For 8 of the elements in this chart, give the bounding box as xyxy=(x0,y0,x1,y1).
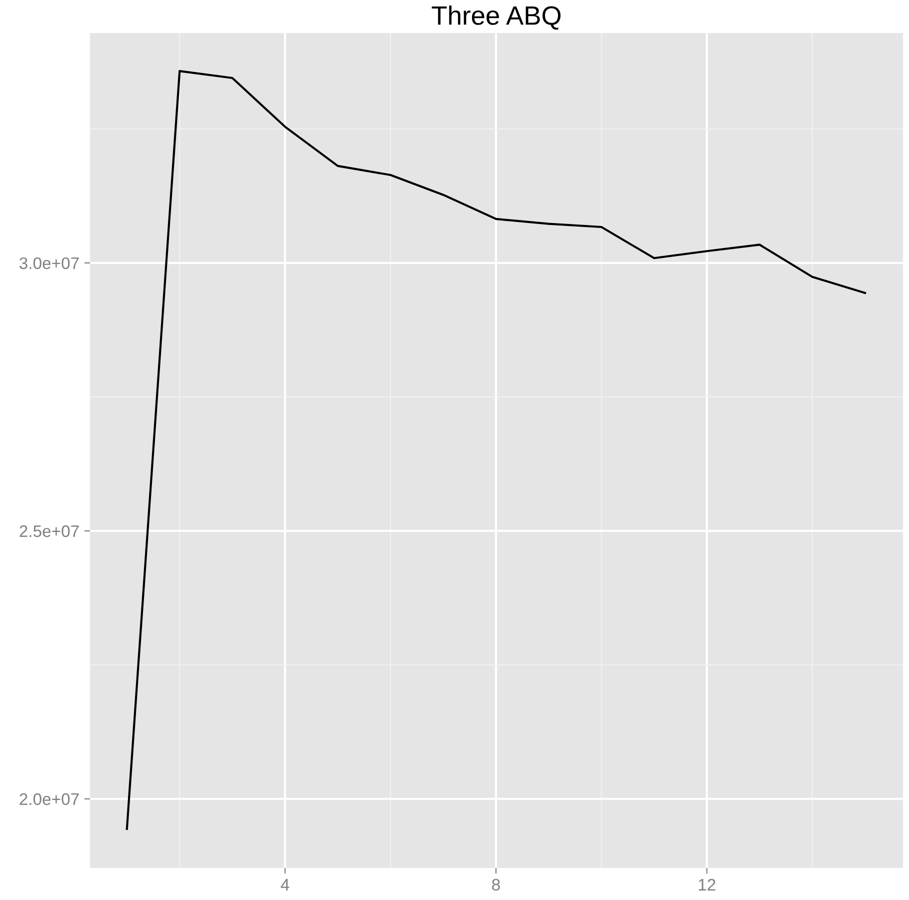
chart-title: Three ABQ xyxy=(432,6,561,30)
x-tick-label: 4 xyxy=(280,879,290,890)
line-series xyxy=(126,70,866,830)
y-tick-label: 3.0e+07 xyxy=(20,257,79,270)
y-tick-label: 2.5e+07 xyxy=(20,525,79,538)
y-tick-label: 2.0e+07 xyxy=(20,793,79,806)
x-tick-label: 8 xyxy=(492,878,500,891)
x-tick-label: 12 xyxy=(698,878,716,890)
